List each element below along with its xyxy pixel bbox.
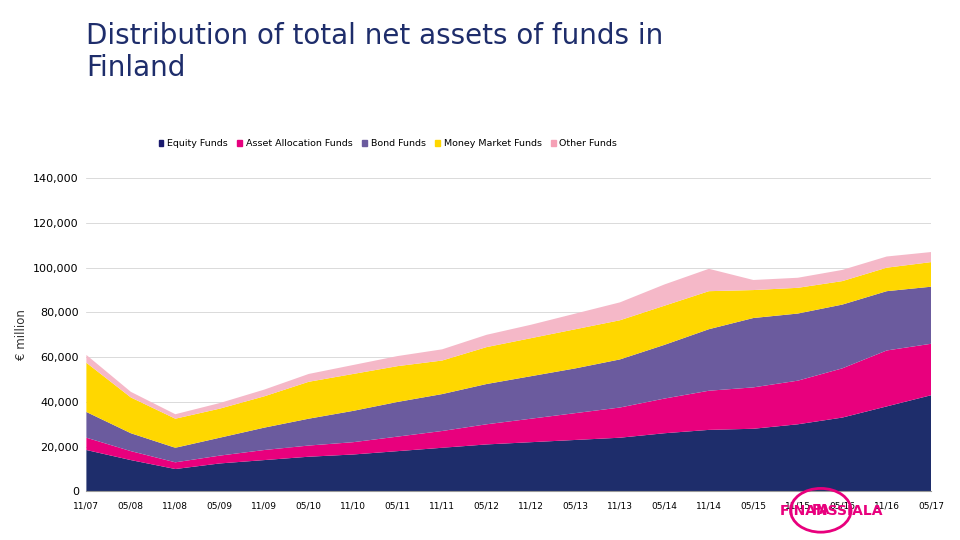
- Text: Distribution of total net assets of funds in
Finland: Distribution of total net assets of fund…: [86, 22, 663, 82]
- Text: FINANSSIALA: FINANSSIALA: [780, 504, 883, 518]
- Text: FA: FA: [811, 503, 830, 517]
- Y-axis label: € million: € million: [14, 309, 28, 360]
- Legend: Equity Funds, Asset Allocation Funds, Bond Funds, Money Market Funds, Other Fund: Equity Funds, Asset Allocation Funds, Bo…: [158, 139, 617, 148]
